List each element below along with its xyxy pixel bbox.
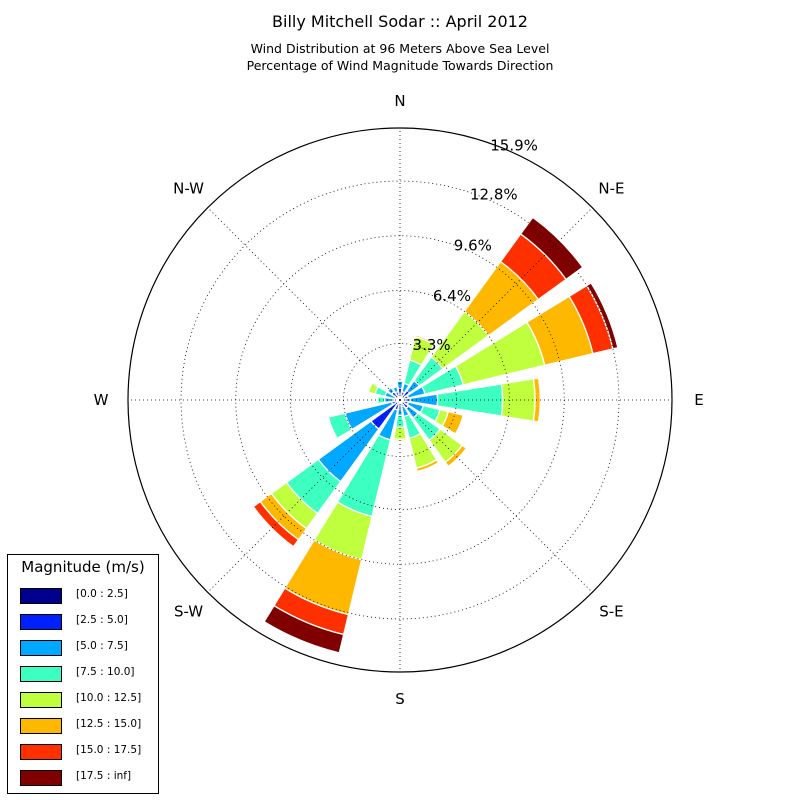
rose-bar-segment bbox=[500, 378, 536, 422]
radial-gridline bbox=[207, 207, 401, 401]
direction-label: E bbox=[694, 391, 703, 409]
radial-tick-label: 9.6% bbox=[454, 236, 492, 254]
direction-label: W bbox=[94, 391, 109, 409]
ring-gridline bbox=[180, 180, 620, 620]
radial-gridline bbox=[399, 399, 593, 593]
direction-label: N bbox=[394, 92, 405, 110]
legend-swatch bbox=[20, 692, 62, 708]
rose-bar-segment bbox=[263, 604, 345, 654]
legend-label: [2.5 : 5.0] bbox=[76, 614, 128, 626]
legend-label: [5.0 : 7.5] bbox=[76, 640, 128, 652]
legend-label: [0.0 : 2.5] bbox=[76, 588, 128, 600]
rose-bar-segment bbox=[414, 334, 436, 346]
direction-label: N-W bbox=[173, 180, 204, 198]
rose-bar-segment bbox=[367, 382, 380, 395]
direction-label: S bbox=[395, 690, 405, 708]
rose-bar-segment bbox=[252, 500, 300, 548]
rose-bar-segment bbox=[327, 412, 353, 440]
legend-title: Magnitude (m/s) bbox=[21, 558, 145, 576]
legend-label: [17.5 : inf] bbox=[76, 770, 132, 782]
radial-tick-label: 15.9% bbox=[490, 137, 538, 155]
legend-swatch bbox=[20, 588, 62, 604]
rose-bar-segment bbox=[441, 410, 464, 435]
outer-circle bbox=[127, 127, 673, 673]
rose-bar-segment bbox=[394, 414, 406, 429]
rose-bar-segment bbox=[415, 458, 440, 473]
legend: Magnitude (m/s) [0.0 : 2.5] [2.5 : 5.0] [5… bbox=[7, 554, 159, 794]
legend-swatch bbox=[20, 666, 62, 682]
legend-label: [15.0 : 17.5] bbox=[76, 744, 142, 756]
legend-swatch bbox=[20, 718, 62, 734]
legend-label: [7.5 : 10.0] bbox=[76, 666, 135, 678]
rose-bar-segment bbox=[377, 395, 386, 405]
rose-bar-segment bbox=[391, 385, 399, 394]
direction-label: S-W bbox=[174, 602, 203, 620]
radial-tick-label: 6.4% bbox=[433, 287, 471, 305]
legend-label: [12.5 : 15.0] bbox=[76, 718, 142, 730]
ring-gridline bbox=[343, 343, 457, 457]
rose-bar-segment bbox=[386, 386, 395, 395]
chart-subtitle-line-2: Percentage of Wind Magnitude Towards Dir… bbox=[246, 58, 554, 73]
rose-bar-segment bbox=[519, 216, 584, 281]
rose-bar-segment bbox=[585, 282, 619, 350]
rose-bar-segment bbox=[396, 380, 404, 389]
legend-swatch bbox=[20, 640, 62, 656]
ring-gridline bbox=[235, 235, 565, 565]
direction-label: S-E bbox=[599, 602, 623, 620]
legend-swatch bbox=[20, 770, 62, 786]
rose-bar-segment bbox=[392, 438, 408, 442]
chart-title: Billy Mitchell Sodar :: April 2012 bbox=[272, 12, 528, 31]
legend-swatch bbox=[20, 744, 62, 760]
legend-label: [10.0 : 12.5] bbox=[76, 692, 142, 704]
radial-tick-label: 12.8% bbox=[470, 186, 518, 204]
radial-tick-label: 3.3% bbox=[413, 336, 451, 354]
chart-subtitle-line-1: Wind Distribution at 96 Meters Above Sea… bbox=[250, 41, 550, 56]
ring-gridline bbox=[290, 290, 510, 510]
legend-swatch bbox=[20, 614, 62, 630]
rose-bar-segment bbox=[444, 444, 468, 468]
direction-label: N-E bbox=[598, 180, 624, 198]
